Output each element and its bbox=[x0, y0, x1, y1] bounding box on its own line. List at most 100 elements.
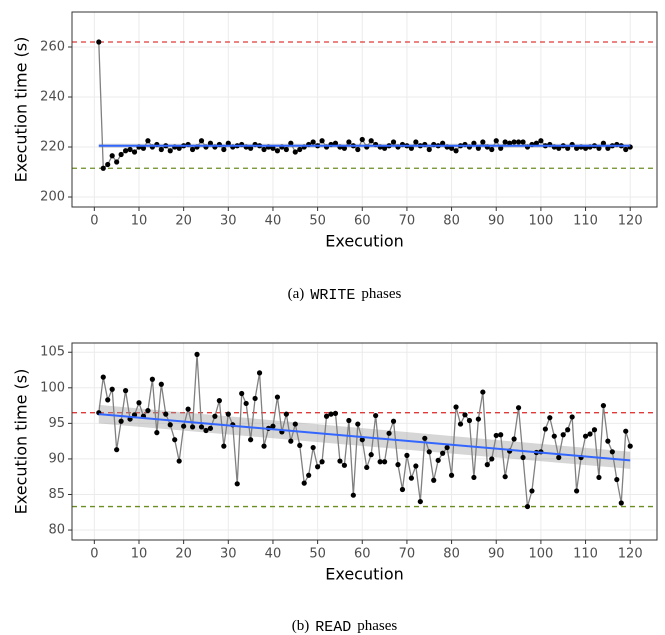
x-tick-label: 110 bbox=[573, 214, 598, 229]
data-point bbox=[145, 407, 151, 414]
data-point bbox=[475, 416, 481, 422]
data-point bbox=[404, 452, 410, 458]
data-point bbox=[306, 472, 312, 478]
x-tick-label: 0 bbox=[90, 214, 98, 229]
y-tick-label: 85 bbox=[48, 487, 65, 502]
data-point bbox=[346, 417, 352, 424]
data-point bbox=[511, 139, 517, 145]
data-point bbox=[221, 146, 227, 153]
data-point bbox=[413, 139, 419, 145]
data-point bbox=[350, 492, 356, 498]
data-point bbox=[395, 462, 401, 468]
data-point bbox=[502, 139, 508, 145]
x-tick-label: 110 bbox=[573, 547, 598, 562]
x-tick-label: 30 bbox=[220, 214, 237, 229]
data-point bbox=[243, 400, 249, 407]
data-point bbox=[489, 456, 495, 462]
x-tick-label: 60 bbox=[354, 214, 371, 229]
data-point bbox=[422, 435, 428, 441]
data-point bbox=[248, 145, 254, 151]
data-point bbox=[426, 449, 432, 455]
data-point bbox=[252, 395, 258, 402]
data-point bbox=[582, 145, 589, 151]
data-point bbox=[328, 411, 334, 417]
data-point bbox=[381, 145, 388, 151]
y-tick-label: 220 bbox=[40, 140, 65, 155]
data-point bbox=[297, 442, 303, 449]
x-tick-label: 90 bbox=[488, 547, 505, 562]
data-point bbox=[261, 443, 267, 449]
y-axis-label: Execution time (s) bbox=[12, 37, 31, 183]
data-point bbox=[225, 411, 231, 417]
data-point bbox=[591, 427, 598, 433]
data-point bbox=[605, 438, 611, 444]
panel-border bbox=[71, 11, 658, 208]
data-point bbox=[627, 443, 633, 449]
data-point bbox=[114, 447, 120, 453]
x-tick-label: 40 bbox=[265, 214, 282, 229]
data-point bbox=[292, 149, 298, 155]
data-point bbox=[538, 138, 544, 144]
data-point bbox=[198, 424, 205, 430]
data-point bbox=[207, 140, 214, 146]
x-tick-label: 120 bbox=[618, 214, 643, 229]
data-point bbox=[574, 488, 580, 494]
data-point bbox=[332, 140, 339, 146]
data-point bbox=[556, 454, 562, 461]
data-point bbox=[198, 138, 205, 144]
data-point bbox=[261, 146, 267, 153]
data-point bbox=[301, 480, 307, 486]
data-point bbox=[511, 436, 517, 442]
caption: (b) READ phases bbox=[292, 618, 398, 635]
data-point bbox=[355, 421, 361, 427]
data-point bbox=[399, 486, 406, 493]
data-point bbox=[466, 417, 473, 424]
data-point bbox=[288, 438, 294, 444]
data-point bbox=[359, 136, 365, 143]
caption-text: phases bbox=[361, 286, 401, 302]
data-point bbox=[560, 432, 566, 438]
data-point bbox=[600, 140, 607, 146]
data-point bbox=[408, 475, 414, 481]
data-point bbox=[355, 146, 361, 153]
data-point bbox=[194, 351, 200, 357]
data-point bbox=[341, 462, 348, 468]
x-tick-label: 80 bbox=[443, 214, 460, 229]
x-tick-label: 60 bbox=[354, 547, 371, 562]
data-point bbox=[288, 140, 294, 146]
data-point bbox=[239, 390, 245, 397]
data-point bbox=[319, 459, 325, 465]
data-point bbox=[471, 140, 477, 146]
x-tick-label: 90 bbox=[488, 214, 505, 229]
data-point bbox=[96, 39, 102, 45]
data-point bbox=[118, 151, 124, 158]
data-point bbox=[274, 148, 281, 154]
data-point bbox=[475, 145, 481, 151]
data-point bbox=[596, 474, 602, 481]
data-point bbox=[448, 145, 455, 151]
panel-border bbox=[71, 342, 658, 541]
data-point bbox=[440, 140, 446, 146]
data-point bbox=[256, 370, 263, 376]
data-point bbox=[105, 161, 111, 168]
data-point bbox=[453, 148, 459, 154]
y-tick-label: 95 bbox=[48, 416, 65, 431]
data-point bbox=[109, 386, 115, 392]
data-point bbox=[556, 145, 562, 151]
data-point bbox=[582, 433, 589, 439]
data-point bbox=[122, 388, 129, 394]
data-point bbox=[207, 425, 214, 431]
data-point bbox=[154, 430, 160, 436]
data-point bbox=[435, 457, 441, 463]
data-point bbox=[498, 145, 504, 151]
x-tick-label: 30 bbox=[220, 547, 237, 562]
data-point bbox=[368, 452, 374, 458]
data-point bbox=[337, 458, 343, 464]
data-point bbox=[574, 145, 580, 151]
data-point bbox=[158, 146, 164, 153]
data-point bbox=[122, 148, 129, 154]
data-point bbox=[498, 432, 504, 438]
data-point bbox=[614, 476, 620, 483]
data-point bbox=[551, 433, 557, 439]
data-point bbox=[105, 397, 111, 403]
